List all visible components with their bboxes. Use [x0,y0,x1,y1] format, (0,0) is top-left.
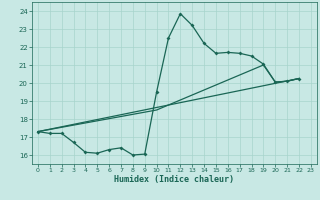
X-axis label: Humidex (Indice chaleur): Humidex (Indice chaleur) [115,175,234,184]
